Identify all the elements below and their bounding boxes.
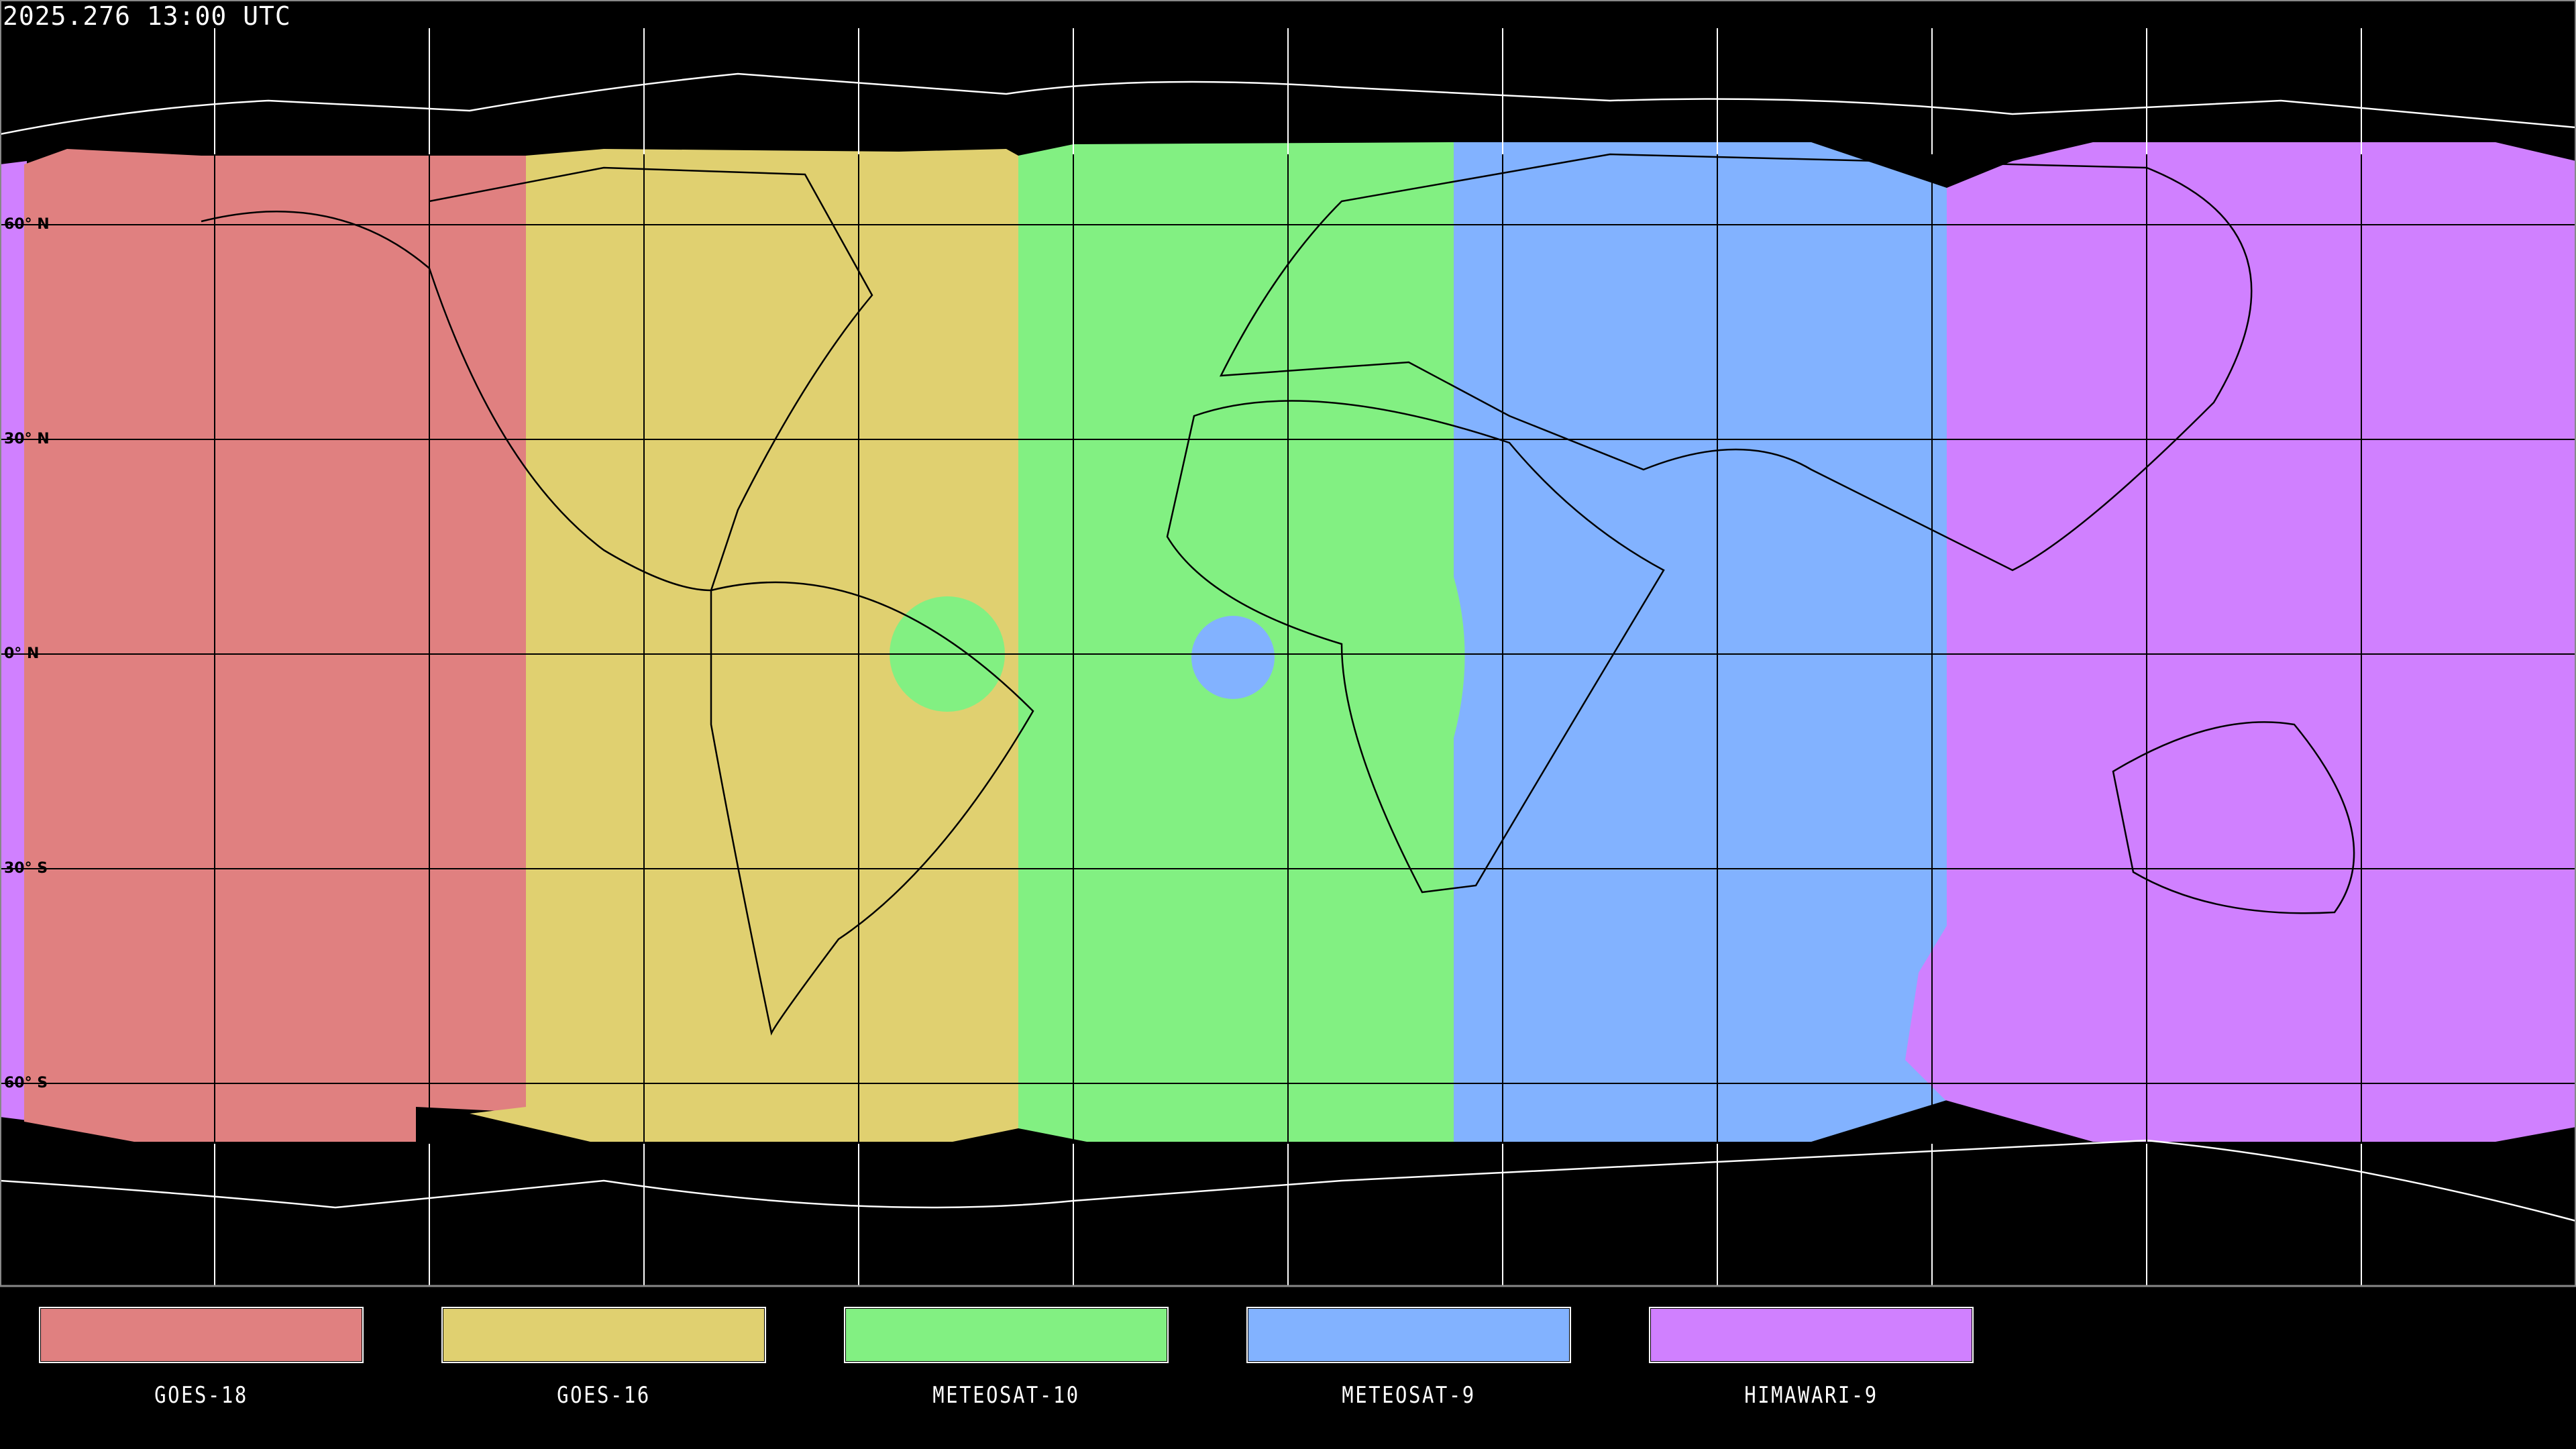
coverage-meteosat-9-overlap — [1191, 616, 1275, 699]
legend-item-himawari-9: HIMAWARI-9 — [1649, 1307, 1974, 1409]
coastline-antarctica — [0, 1139, 2576, 1222]
coastlines — [0, 72, 2576, 1222]
coverage-himawari-9 — [1905, 142, 2576, 1142]
legend-item-goes-16: GOES-16 — [441, 1307, 766, 1409]
legend-label: METEOSAT-10 — [932, 1382, 1080, 1409]
legend-swatch — [1246, 1307, 1571, 1363]
legend-label: GOES-16 — [557, 1382, 651, 1409]
legend-label: METEOSAT-9 — [1342, 1382, 1476, 1409]
legend-swatch — [1649, 1307, 1974, 1363]
coverage-himawari-9-west — [0, 161, 27, 1120]
coverage-map — [0, 0, 2576, 1287]
legend-label: HIMAWARI-9 — [1744, 1382, 1878, 1409]
coastline-eurasia — [1219, 153, 2253, 572]
coverage-goes-18 — [24, 149, 526, 1142]
graticule — [0, 28, 2576, 1286]
legend-item-meteosat-9: METEOSAT-9 — [1246, 1307, 1571, 1409]
legend-label: GOES-18 — [154, 1382, 248, 1409]
legend-swatch — [441, 1307, 766, 1363]
legend-swatch — [39, 1307, 364, 1363]
lat-label-60s: 60° S — [4, 1075, 48, 1091]
lat-label-30s: 30° S — [4, 860, 48, 877]
coastline-south-america — [710, 581, 1034, 1036]
legend-item-goes-18: GOES-18 — [39, 1307, 364, 1409]
coverage-meteosat-10-east-bulge — [1454, 577, 1465, 738]
lat-label-0n: 0° N — [4, 645, 40, 662]
coverage-meteosat-9 — [1454, 142, 1947, 1142]
coastline-north-america — [201, 166, 873, 592]
legend-swatch — [844, 1307, 1169, 1363]
coverage-goes-16 — [470, 149, 1018, 1142]
map-border — [0, 0, 2576, 1287]
coastline-africa — [1166, 400, 1665, 894]
lat-label-60n: 60° N — [4, 216, 50, 233]
lat-label-30n: 30° N — [4, 431, 50, 447]
timestamp-title: 2025.276 13:00 UTC — [3, 1, 291, 31]
coastline-australia — [2112, 721, 2355, 914]
coverage-regions — [0, 142, 2576, 1142]
legend-item-meteosat-10: METEOSAT-10 — [844, 1307, 1169, 1409]
coastline-arctic — [0, 72, 2576, 136]
